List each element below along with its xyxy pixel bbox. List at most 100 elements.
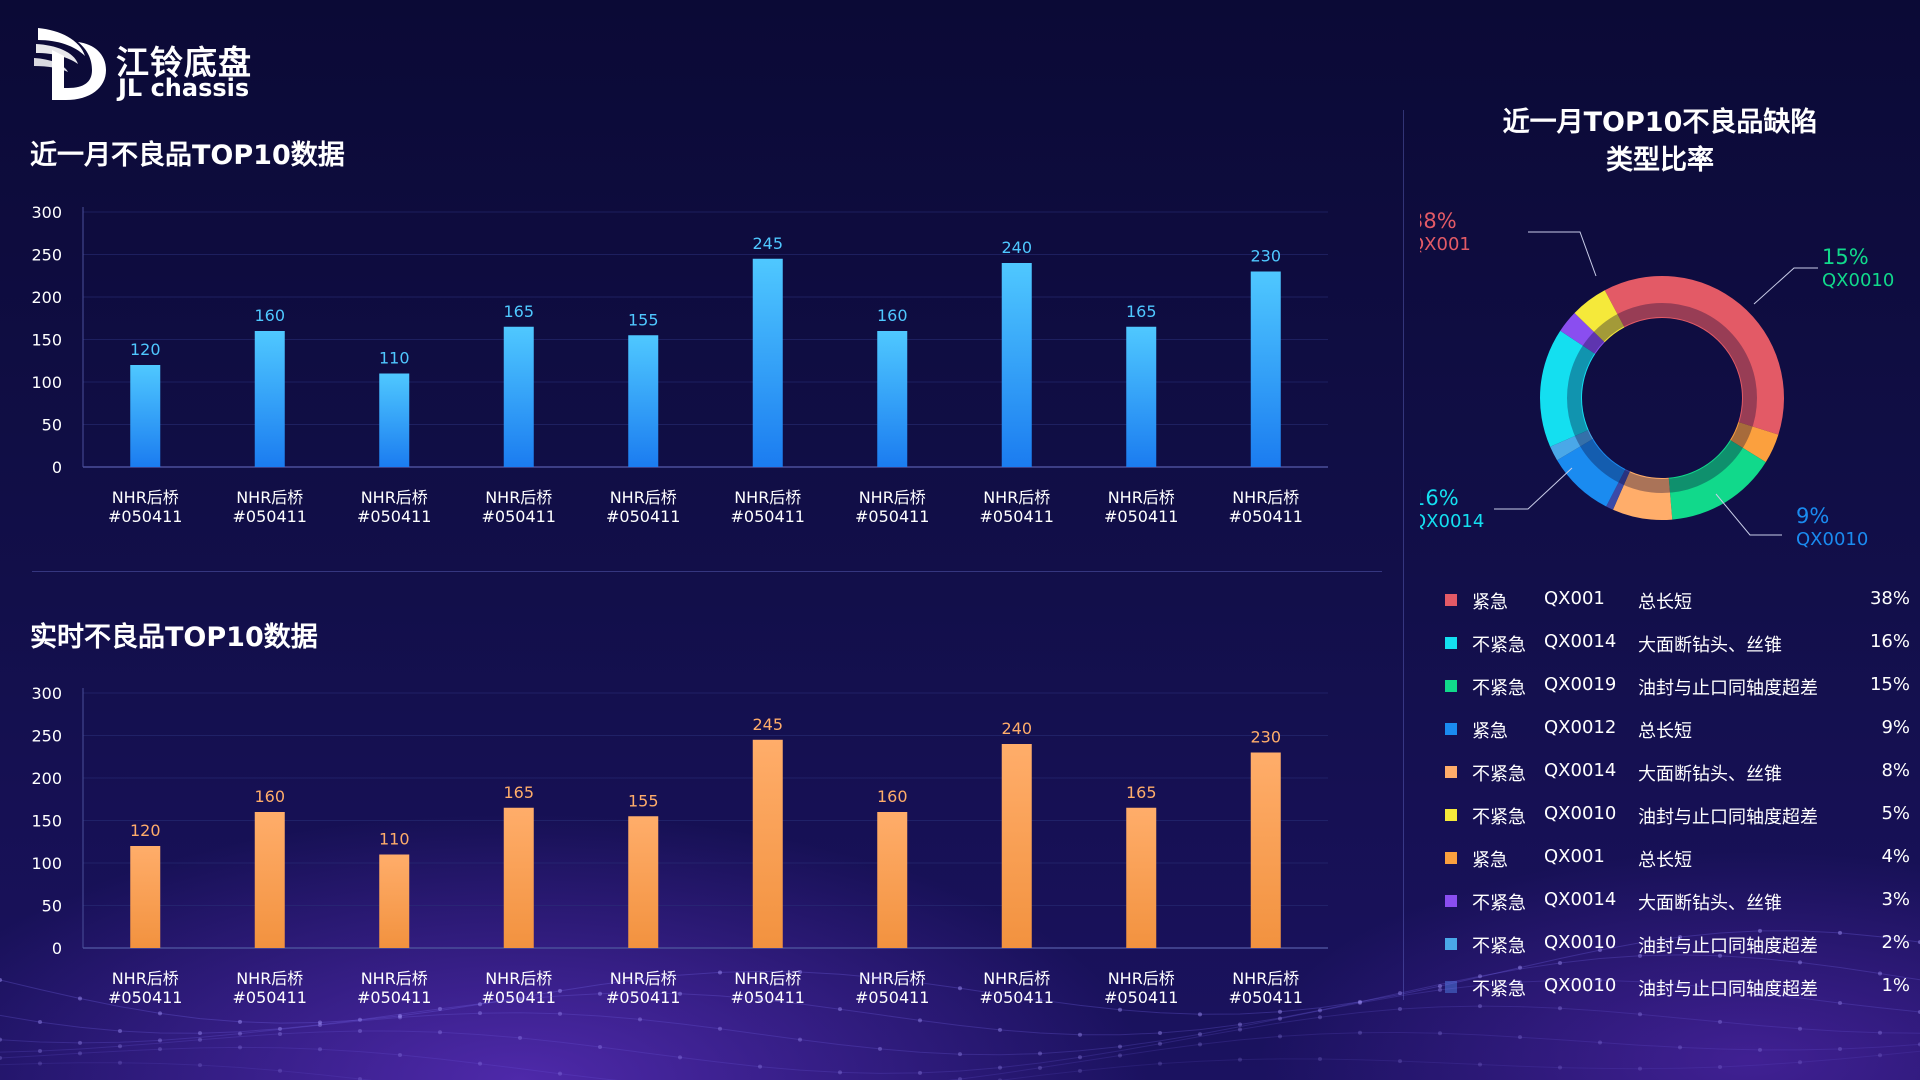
wave-dot xyxy=(38,1020,42,1025)
x-tick-label: NHR后桥 xyxy=(1108,488,1175,507)
wave-dot xyxy=(1878,971,1882,976)
x-tick-label: NHR后桥 xyxy=(236,969,303,988)
bar xyxy=(1250,271,1281,467)
bar-value-label: 160 xyxy=(877,787,908,806)
wave-dot xyxy=(158,1011,162,1016)
legend-percent: 3% xyxy=(1881,889,1910,910)
wave-dot xyxy=(1118,1044,1122,1049)
legend-percent: 2% xyxy=(1881,932,1910,953)
wave-line xyxy=(0,1005,1920,1074)
wave-dot xyxy=(198,1031,202,1036)
callout-code: QX0010 xyxy=(1822,270,1894,291)
legend-level: 不紧急 xyxy=(1472,807,1526,828)
bar-value-label: 245 xyxy=(752,234,783,253)
bar-value-label: 160 xyxy=(254,787,285,806)
legend-swatch xyxy=(1445,594,1457,606)
x-tick-label: NHR后桥 xyxy=(734,488,801,507)
legend-code: QX0019 xyxy=(1544,674,1617,695)
wave-dot xyxy=(1078,1032,1082,1037)
wave-dot xyxy=(958,1052,962,1057)
wave-dot xyxy=(1518,980,1522,985)
wave-line xyxy=(0,1031,1920,1080)
wave-dot xyxy=(1038,1065,1042,1070)
callout-code: QX001 xyxy=(1420,234,1471,255)
wave-dot xyxy=(838,1007,842,1012)
wave-dot xyxy=(1398,1007,1402,1012)
callout-percent: 15% xyxy=(1822,245,1869,269)
x-tick-label: NHR后桥 xyxy=(610,969,677,988)
wave-dot xyxy=(198,1063,202,1068)
wave-dot xyxy=(638,1017,642,1022)
x-tick-label: #050411 xyxy=(482,507,556,526)
wave-dot xyxy=(1438,987,1442,992)
wave-dot xyxy=(158,1047,162,1052)
legend-code: QX0014 xyxy=(1544,889,1617,910)
wave-dot xyxy=(1038,1051,1042,1056)
x-tick-label: #050411 xyxy=(233,988,307,1007)
legend-row: 不紧急 QX0014 大面断钻头、丝锥 8% xyxy=(1440,754,1910,797)
wave-dot xyxy=(398,1013,402,1018)
wave-dot xyxy=(438,1030,442,1035)
wave-dot xyxy=(398,1015,402,1020)
wave-dot xyxy=(1478,1004,1482,1009)
wave-dot xyxy=(1838,930,1842,935)
callout-leader-line xyxy=(1494,467,1573,510)
bar-value-label: 165 xyxy=(503,302,534,321)
bar-value-label: 165 xyxy=(1126,783,1157,802)
callout-leader-line xyxy=(1753,267,1818,305)
bar-value-label: 155 xyxy=(628,310,659,329)
bar xyxy=(877,331,908,467)
wave-dot xyxy=(198,1037,202,1042)
wave-dot xyxy=(1358,999,1362,1004)
wave-dot xyxy=(278,1068,282,1073)
bar xyxy=(503,807,534,948)
x-tick-label: #050411 xyxy=(1104,988,1178,1007)
panel-divider xyxy=(1403,110,1404,1000)
legend-description: 油封与止口同轴度超差 xyxy=(1638,979,1818,1000)
y-tick-label: 100 xyxy=(31,854,62,873)
wave-dot xyxy=(1558,1065,1562,1070)
wave-dot xyxy=(598,991,602,996)
x-tick-label: #050411 xyxy=(731,507,805,526)
wave-dot xyxy=(278,1026,282,1031)
wave-dot xyxy=(118,1029,122,1034)
legend-description: 油封与止口同轴度超差 xyxy=(1638,936,1818,957)
wave-dot xyxy=(1438,1031,1442,1036)
wave-dot xyxy=(1878,1030,1882,1035)
bar xyxy=(877,812,908,948)
x-tick-label: #050411 xyxy=(980,988,1054,1007)
wave-dot xyxy=(238,1045,242,1050)
legend-description: 大面断钻头、丝锥 xyxy=(1638,635,1782,656)
wave-dot xyxy=(958,986,962,991)
donut-slice xyxy=(1604,276,1784,435)
legend-level: 紧急 xyxy=(1472,850,1508,871)
wave-dot xyxy=(1318,1057,1322,1062)
wave-dot xyxy=(1878,1053,1882,1058)
legend-row: 不紧急 QX0014 大面断钻头、丝锥 16% xyxy=(1440,625,1910,668)
legend-percent: 4% xyxy=(1881,846,1910,867)
bar xyxy=(752,258,783,467)
legend-swatch xyxy=(1445,723,1457,735)
wave-dot xyxy=(1158,1031,1162,1036)
wave-dot xyxy=(478,1002,482,1007)
wave-dot xyxy=(1398,1059,1402,1064)
bar-value-label: 160 xyxy=(254,306,285,325)
defect-ratio-title-line2: 类型比率 xyxy=(1606,145,1714,176)
legend-row: 不紧急 QX0010 油封与止口同轴度超差 1% xyxy=(1440,969,1910,1012)
wave-dot xyxy=(1758,1047,1762,1052)
bar-value-label: 245 xyxy=(752,715,783,734)
wave-dot xyxy=(678,1055,682,1060)
y-tick-label: 150 xyxy=(31,331,62,350)
x-tick-label: NHR后桥 xyxy=(236,488,303,507)
x-tick-label: NHR后桥 xyxy=(983,488,1050,507)
bar xyxy=(503,326,534,467)
wave-dot xyxy=(1358,1030,1362,1035)
legend-swatch xyxy=(1445,809,1457,821)
bar-value-label: 155 xyxy=(628,791,659,810)
wave-dot xyxy=(1478,1062,1482,1067)
wave-dot xyxy=(1758,928,1762,933)
wave-dot xyxy=(1838,1046,1842,1051)
bar xyxy=(254,331,285,467)
x-tick-label: NHR后桥 xyxy=(859,969,926,988)
wave-dot xyxy=(1598,978,1602,983)
